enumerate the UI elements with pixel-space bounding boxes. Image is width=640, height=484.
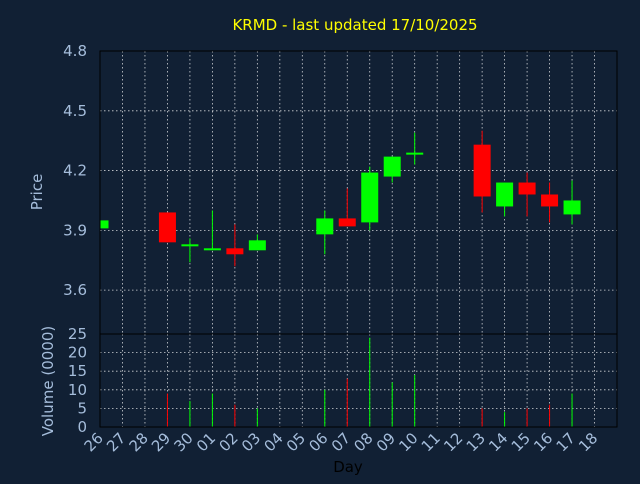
volume-tick-label: 20 (68, 344, 87, 362)
volume-tick-label: 10 (68, 381, 87, 399)
volume-tick-label: 15 (68, 362, 87, 380)
price-tick-label: 3.9 (63, 221, 87, 239)
volume-tick-label: 5 (77, 399, 87, 417)
price-tick-label: 4.8 (63, 42, 87, 60)
candle-body (316, 218, 334, 235)
candle-body (518, 182, 536, 195)
candle-body (361, 172, 379, 223)
candle-body (226, 248, 244, 255)
candle-body (563, 200, 581, 215)
chart-title: KRMD - last updated 17/10/2025 (232, 16, 477, 34)
candle-body (158, 212, 176, 243)
candle-body (338, 218, 356, 227)
candle-body (100, 220, 109, 229)
candle-body (248, 240, 266, 251)
data-marks (99, 130, 581, 427)
candle-body (541, 194, 559, 207)
candle-body (383, 156, 401, 177)
candle-body (203, 248, 221, 251)
price-tick-label: 4.5 (63, 102, 87, 120)
volume-tick-label: 0 (77, 418, 87, 436)
candle-body (406, 152, 424, 155)
price-axis-label: Price (28, 174, 46, 211)
price-tick-label: 3.6 (63, 281, 87, 299)
x-axis-label: Day (333, 458, 363, 476)
volume-axis-label: Volume (0000) (39, 326, 57, 436)
price-tick-label: 4.2 (63, 162, 87, 180)
candle-body (496, 182, 514, 207)
panel-frames (99, 50, 618, 428)
volume-panel-frame (99, 333, 618, 428)
candle-body (181, 244, 199, 247)
candle-body (473, 144, 491, 197)
volume-tick-label: 25 (68, 325, 87, 343)
